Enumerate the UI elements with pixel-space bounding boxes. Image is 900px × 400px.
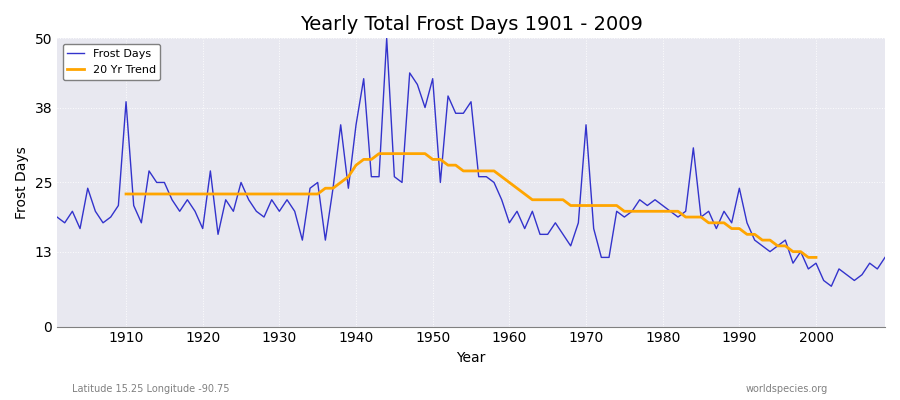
Frost Days xyxy=(879,255,890,260)
Y-axis label: Frost Days: Frost Days xyxy=(15,146,29,219)
20 Yr Trend xyxy=(205,192,216,196)
Frost Days xyxy=(51,215,62,220)
20 Yr Trend xyxy=(803,255,814,260)
Frost Days xyxy=(328,186,338,191)
20 Yr Trend xyxy=(811,255,822,260)
Title: Yearly Total Frost Days 1901 - 2009: Yearly Total Frost Days 1901 - 2009 xyxy=(300,15,643,34)
Frost Days xyxy=(282,197,292,202)
20 Yr Trend xyxy=(297,192,308,196)
20 Yr Trend xyxy=(374,151,384,156)
20 Yr Trend xyxy=(282,192,292,196)
Text: Latitude 15.25 Longitude -90.75: Latitude 15.25 Longitude -90.75 xyxy=(72,384,230,394)
Frost Days xyxy=(382,36,392,41)
Text: worldspecies.org: worldspecies.org xyxy=(746,384,828,394)
20 Yr Trend xyxy=(121,192,131,196)
Frost Days xyxy=(504,220,515,225)
20 Yr Trend xyxy=(796,249,806,254)
Legend: Frost Days, 20 Yr Trend: Frost Days, 20 Yr Trend xyxy=(63,44,160,80)
Frost Days xyxy=(511,209,522,214)
X-axis label: Year: Year xyxy=(456,351,486,365)
20 Yr Trend xyxy=(711,220,722,225)
Line: 20 Yr Trend: 20 Yr Trend xyxy=(126,154,816,258)
20 Yr Trend xyxy=(527,197,538,202)
Frost Days xyxy=(604,255,615,260)
Frost Days xyxy=(113,203,124,208)
Frost Days xyxy=(826,284,837,289)
Line: Frost Days: Frost Days xyxy=(57,38,885,286)
